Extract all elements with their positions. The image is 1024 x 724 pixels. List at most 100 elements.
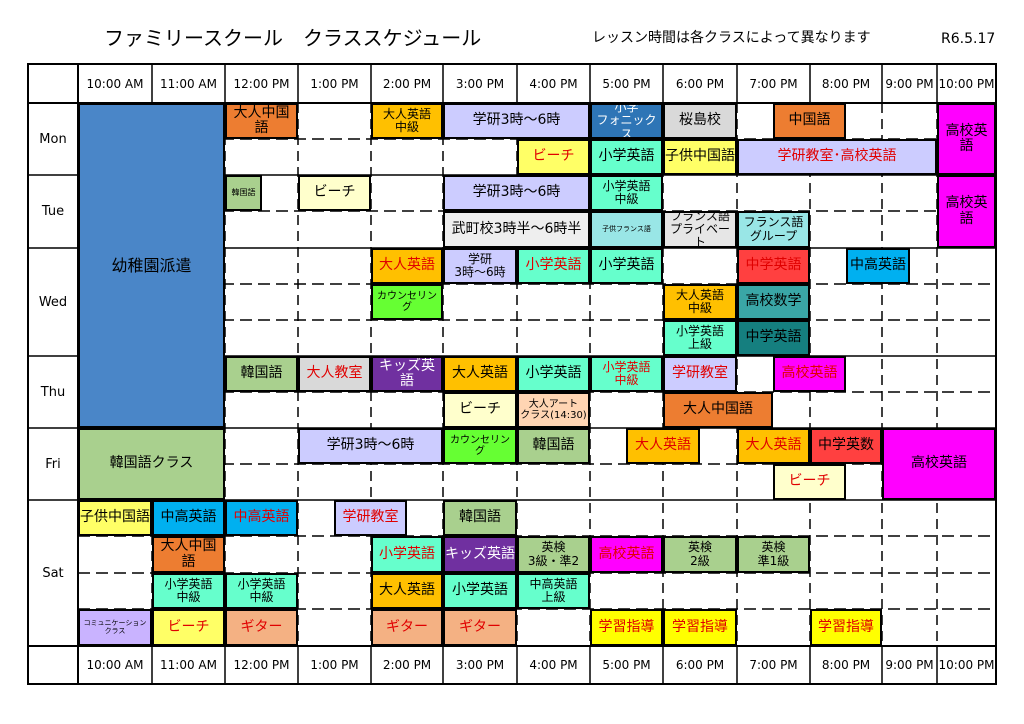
class-block: 小学英語 (443, 573, 517, 609)
class-block: 高校英語 (773, 356, 846, 392)
class-block: ビーチ (443, 392, 517, 428)
class-block: 中国語 (773, 103, 846, 139)
class-block: 学習指導 (810, 609, 882, 646)
class-block: 子供中国語 (663, 139, 737, 175)
class-block: 大人英語 (737, 428, 810, 464)
class-block: 中学英語 (737, 248, 810, 284)
class-block: 小学英語 (517, 248, 590, 284)
class-block: 学研3時～6時 (298, 428, 443, 464)
time-footer-0: 10:00 AM (86, 658, 144, 672)
class-block: 中高英語 上級 (517, 573, 590, 609)
class-block: 高校英語 (590, 536, 663, 573)
class-block: 小学英語 (590, 248, 663, 284)
class-block: 大人中国語 (225, 103, 298, 139)
class-block: 韓国語 (225, 356, 298, 392)
class-block: 大人教室 (298, 356, 371, 392)
day-label-tue: Tue (41, 204, 65, 219)
class-block: フランス語 プライベート (663, 211, 737, 248)
time-header-11: 9:00 PM (885, 76, 934, 91)
day-label-wed: Wed (38, 294, 68, 310)
class-block: フランス語 グループ (737, 211, 810, 248)
class-block: 大人英語 中級 (663, 284, 737, 320)
class-block: 大人英語 (443, 356, 517, 392)
class-block: ビーチ (298, 175, 371, 211)
class-block: ギター (443, 609, 517, 646)
time-header-2: 12:00 PM (233, 76, 290, 91)
class-block: 学研教室･高校英語 (737, 139, 937, 175)
class-block: 高校英語 (937, 175, 996, 248)
class-block: 武町校3時半～6時半 (443, 211, 590, 248)
time-header-5: 3:00 PM (455, 76, 505, 91)
class-block: 中高英語 (846, 248, 910, 284)
time-footer-4: 2:00 PM (382, 658, 432, 672)
class-block: 学習指導 (590, 609, 663, 646)
time-footer-7: 5:00 PM (602, 658, 651, 672)
time-header-10: 8:00 PM (821, 76, 871, 91)
time-footer-11: 9:00 PM (885, 658, 934, 672)
class-block: 大人英語 (371, 248, 443, 284)
time-footer-1: 11:00 AM (160, 658, 217, 672)
day-label-mon: Mon (39, 131, 67, 147)
class-block: 小学英語 (590, 139, 663, 175)
class-block: 大人英語 (626, 428, 700, 464)
day-label-fri: Fri (45, 456, 61, 472)
class-block: カウンセリン グ (443, 428, 517, 464)
class-block: 高校数学 (737, 284, 810, 320)
class-block: 小学 フォニックス (590, 103, 663, 139)
class-block: 学研3時～6時 (443, 103, 590, 139)
class-block: カウンセリン グ (371, 284, 443, 320)
time-header-12: 10:00 PM (938, 76, 995, 91)
class-block: 中高英語 (152, 500, 225, 536)
class-block: 韓国語 (517, 428, 590, 464)
class-block: ギター (225, 609, 298, 646)
class-block: 子供中国語 (78, 500, 152, 536)
class-block: 学研3時～6時 (443, 175, 590, 211)
class-block: キッズ英語 (371, 356, 443, 392)
class-block: 韓国語 (443, 500, 517, 536)
class-block: コミュニケーション クラス (78, 609, 152, 646)
class-block: 大人アート クラス(14:30) (517, 392, 590, 428)
class-block: 小学英語 中級 (152, 573, 225, 609)
class-block: ギター (371, 609, 443, 646)
class-block: 小学英語 上級 (663, 320, 737, 356)
class-block: 小学英語 (517, 356, 590, 392)
class-block: ビーチ (517, 139, 590, 175)
class-block: 大人英語 中級 (371, 103, 443, 139)
time-footer-8: 6:00 PM (675, 658, 725, 672)
class-block: 小学英語 中級 (225, 573, 298, 609)
time-header-0: 10:00 AM (86, 76, 144, 91)
time-footer-3: 1:00 PM (310, 658, 359, 672)
day-label-thu: Thu (40, 384, 66, 400)
time-header-3: 1:00 PM (310, 76, 359, 91)
class-block: 桜島校 (663, 103, 737, 139)
day-label-sat: Sat (42, 565, 64, 581)
class-block: 学習指導 (663, 609, 737, 646)
class-block: 英検 準1級 (737, 536, 810, 573)
time-footer-12: 10:00 PM (938, 658, 995, 672)
class-block: 小学英語 中級 (590, 356, 663, 392)
class-block: 大人中国語 (663, 392, 773, 428)
class-block: 大人中国語 (152, 536, 225, 573)
class-block: 中高英語 (225, 500, 298, 536)
class-block: キッズ英語 (443, 536, 517, 573)
class-block: 小学英語 (371, 536, 443, 573)
class-block: 韓国語クラス (78, 428, 225, 500)
time-header-1: 11:00 AM (160, 76, 217, 91)
class-block: 学研教室 (663, 356, 737, 392)
class-block: 大人英語 (371, 573, 443, 609)
time-footer-2: 12:00 PM (233, 658, 290, 672)
time-header-7: 5:00 PM (602, 76, 651, 91)
class-block: 子供フランス語 (590, 211, 663, 248)
time-header-9: 7:00 PM (749, 76, 798, 91)
revision-date: R6.5.17 (941, 31, 996, 47)
class-block: 高校英語 (937, 103, 996, 175)
class-block: 学研教室 (334, 500, 407, 536)
time-header-6: 4:00 PM (529, 76, 578, 91)
class-block: 中学英数 (810, 428, 882, 464)
class-block: 学研 3時～6時 (443, 248, 517, 284)
class-block: 英検 2級 (663, 536, 737, 573)
class-block: 幼稚園派遣 (78, 103, 225, 428)
class-block: 小学英語 中級 (590, 175, 663, 211)
class-block: 韓国語 (225, 175, 262, 211)
class-block: ビーチ (152, 609, 225, 646)
